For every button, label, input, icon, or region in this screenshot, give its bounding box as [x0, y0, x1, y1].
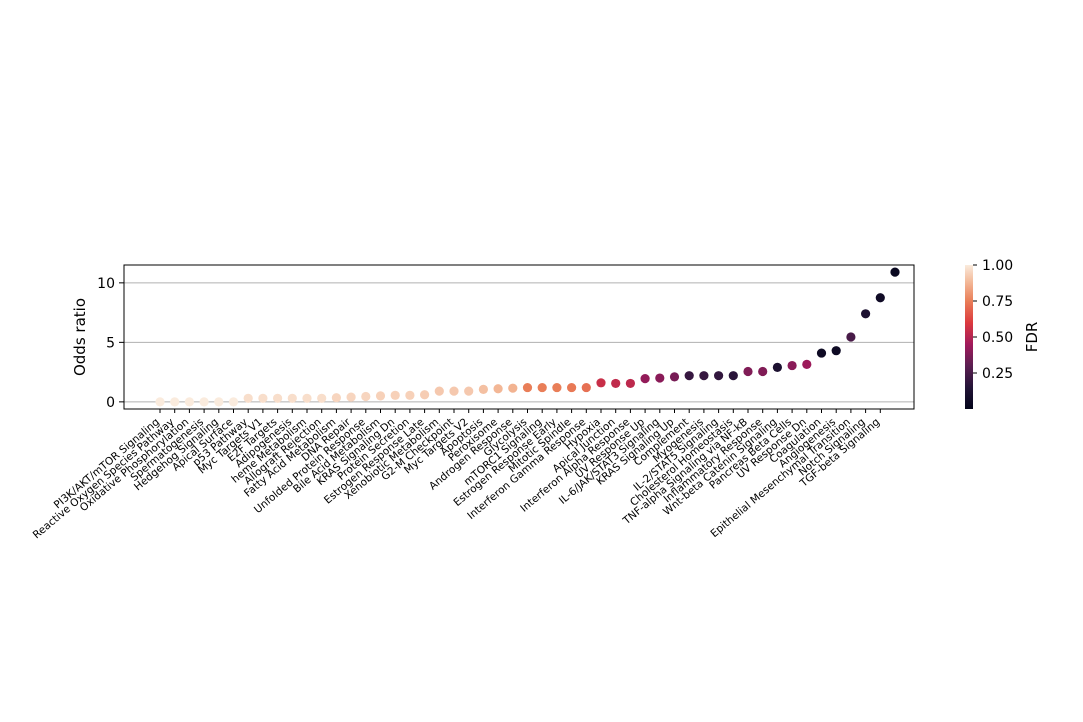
data-point	[508, 383, 518, 393]
data-point	[787, 360, 797, 371]
data-point	[228, 397, 239, 407]
data-point	[816, 348, 827, 358]
data-point	[361, 391, 371, 402]
y-axis-label: Odds ratio	[71, 298, 89, 376]
data-point	[890, 267, 900, 277]
data-points	[155, 267, 900, 407]
data-point	[302, 393, 312, 403]
plot-frame	[123, 264, 915, 410]
data-point	[684, 371, 694, 381]
data-point	[214, 397, 224, 407]
data-point	[464, 386, 474, 396]
data-point	[758, 366, 768, 377]
data-point	[567, 382, 577, 393]
colorbar-tick-label: 0.25	[982, 366, 1013, 382]
data-point	[155, 397, 165, 407]
data-point	[552, 382, 562, 393]
data-point	[273, 393, 283, 403]
gridlines	[124, 282, 914, 403]
data-point	[611, 378, 621, 389]
data-point	[493, 384, 503, 394]
colorbar-gradient	[965, 265, 973, 409]
data-point	[714, 371, 724, 381]
data-point	[846, 332, 856, 342]
data-point	[390, 390, 400, 400]
data-point	[258, 393, 268, 403]
data-point	[743, 366, 753, 377]
data-point	[699, 371, 709, 381]
colorbar-tick-label: 0.50	[982, 330, 1013, 346]
data-point	[596, 378, 606, 388]
data-point	[243, 393, 253, 403]
data-point	[728, 371, 738, 381]
data-point	[875, 293, 885, 303]
data-point	[346, 392, 356, 402]
data-point	[831, 346, 841, 356]
colorbar-tick-label: 1.00	[982, 258, 1013, 274]
data-point	[375, 391, 386, 401]
data-point	[640, 374, 650, 384]
data-point	[802, 359, 812, 369]
data-point	[184, 397, 194, 407]
data-point	[199, 397, 209, 407]
data-point	[331, 393, 341, 403]
data-point	[581, 382, 591, 393]
data-point	[420, 390, 430, 400]
data-point	[405, 390, 415, 400]
data-point	[478, 384, 488, 394]
data-point	[861, 309, 871, 319]
data-point	[537, 382, 547, 393]
data-point	[434, 386, 444, 396]
data-point	[317, 393, 327, 403]
colorbar-tick-label: 0.75	[982, 294, 1013, 310]
y-tick-label: 5	[106, 335, 115, 351]
data-point	[449, 386, 459, 396]
data-point	[287, 393, 297, 403]
data-point	[669, 372, 680, 382]
data-point	[655, 373, 665, 383]
data-point	[522, 382, 533, 393]
colorbar: 0.25 0.50 0.75 1.00 FDR	[965, 258, 1041, 409]
y-tick-label: 0	[106, 395, 115, 411]
y-tick-label: 10	[97, 276, 115, 292]
colorbar-label: FDR	[1023, 322, 1041, 353]
y-axis: 0 5 10	[97, 276, 124, 411]
data-point	[170, 397, 180, 407]
data-point	[772, 362, 783, 372]
data-point	[625, 378, 636, 389]
